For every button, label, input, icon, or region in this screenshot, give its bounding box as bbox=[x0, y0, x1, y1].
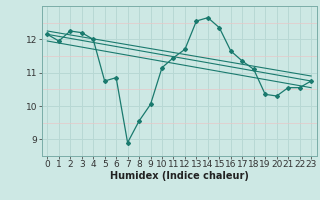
X-axis label: Humidex (Indice chaleur): Humidex (Indice chaleur) bbox=[110, 171, 249, 181]
